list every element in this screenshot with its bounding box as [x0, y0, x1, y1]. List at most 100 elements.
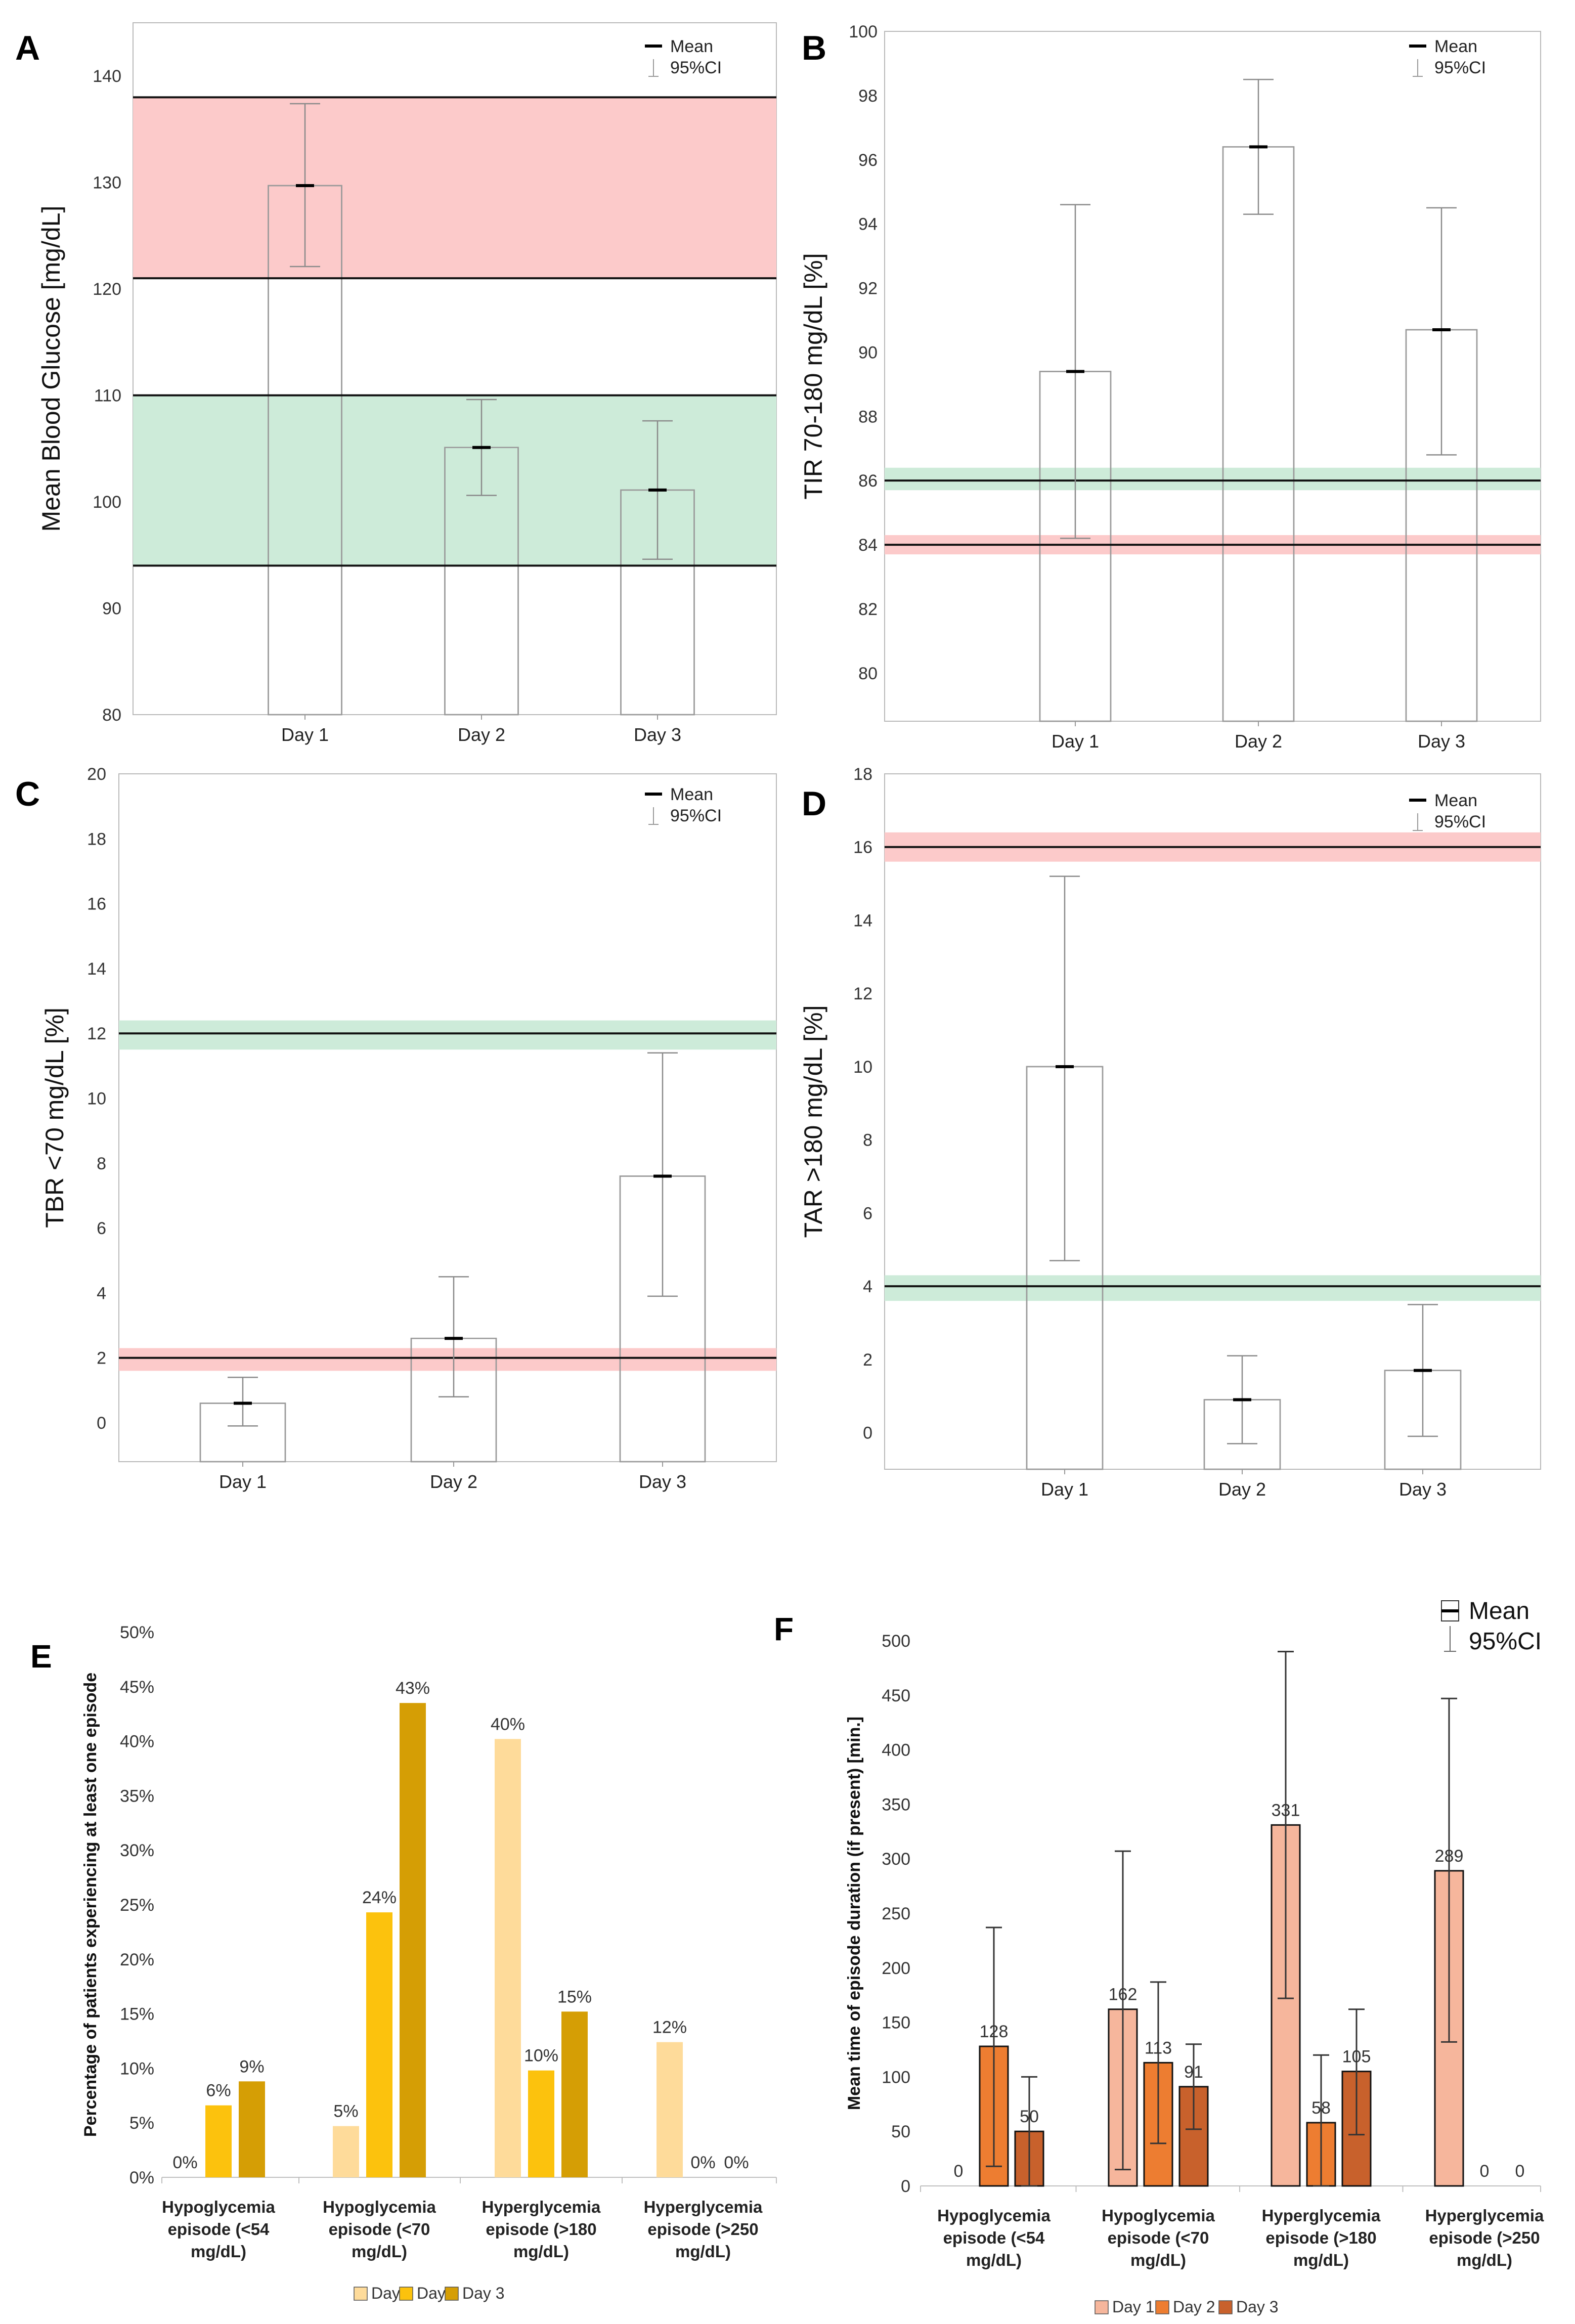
- data-label: 91: [1184, 2063, 1203, 2082]
- x-tick-label: Day 2: [458, 724, 505, 745]
- x-tick-label: Day 1: [281, 724, 329, 745]
- y-tick-label: 10: [87, 1089, 106, 1109]
- legend-swatch: [1218, 2300, 1233, 2314]
- y-tick-label: 130: [93, 173, 121, 193]
- x-category-label: episode (<54: [943, 2228, 1045, 2247]
- bar: [366, 1912, 392, 2177]
- panel-letter: D: [802, 784, 826, 823]
- panel-a: 80 90 100 110 120 130 140 Day 1 Day 2 Day 3 Mean B…: [15, 22, 777, 745]
- data-label: 0%: [690, 2153, 715, 2172]
- panel-letter: B: [802, 29, 826, 67]
- panel-b: 80 82 84 86 88 90 92 94 96 98 100 Day 1 Day 2 Day 3 TI…: [799, 22, 1541, 752]
- reference-band-overlay: [133, 97, 776, 278]
- y-tick-label: 80: [858, 664, 878, 683]
- x-category-label: episode (>180: [1265, 2228, 1376, 2247]
- legend-label: Day 3: [462, 2284, 505, 2302]
- y-tick-label: 96: [858, 151, 878, 170]
- x-category-label: Hyperglycemia: [644, 2198, 763, 2216]
- y-tick-label: 0: [863, 1424, 872, 1443]
- y-tick-label: 86: [858, 471, 878, 491]
- legend-mean-label: Mean: [1434, 791, 1477, 810]
- x-tick-label: Day 2: [430, 1471, 477, 1492]
- panel-letter: C: [15, 775, 40, 813]
- y-axis-label: Mean time of episode duration (if presen…: [845, 1717, 864, 2110]
- y-tick-label: 100: [849, 22, 878, 41]
- x-category-label: episode (<70: [329, 2220, 430, 2239]
- y-tick-label: 250: [882, 1904, 910, 1923]
- legend-label: Day 3: [1236, 2298, 1279, 2316]
- reference-band: [885, 1275, 1541, 1301]
- legend-ci-label: 95%CI: [670, 58, 722, 77]
- data-label: 0%: [724, 2153, 749, 2172]
- bar: [657, 2042, 683, 2177]
- reference-band: [119, 1348, 776, 1371]
- legend-mean-label: Mean: [1434, 37, 1477, 56]
- x-category-label: episode (<54: [168, 2220, 270, 2239]
- data-label: 12%: [652, 2018, 687, 2037]
- y-tick-label: 84: [858, 536, 878, 555]
- bar: [205, 2105, 232, 2177]
- y-tick-label: 80: [102, 706, 121, 725]
- legend-mean-label: Mean: [670, 785, 713, 804]
- bar: [1222, 146, 1295, 722]
- y-tick-label: 18: [87, 829, 106, 849]
- reference-band-overlay: [885, 1275, 1541, 1301]
- data-label: 105: [1342, 2047, 1371, 2067]
- y-tick-label: 50: [891, 2122, 910, 2141]
- reference-band: [133, 97, 776, 279]
- y-tick-label: 8: [863, 1131, 872, 1150]
- y-tick-label: 20%: [120, 1950, 154, 1969]
- x-tick-label: Day 2: [1235, 731, 1282, 752]
- y-tick-label: 16: [87, 895, 106, 914]
- x-category-label: mg/dL): [513, 2242, 569, 2261]
- y-tick-label: 14: [87, 959, 106, 979]
- x-category-label: Hyperglycemia: [482, 2198, 601, 2216]
- x-category-label: Hypoglycemia: [1102, 2206, 1215, 2225]
- y-tick-label: 8: [97, 1154, 106, 1173]
- bar: [495, 1739, 521, 2177]
- legend-mean-label: Mean: [670, 37, 713, 56]
- x-category-label: mg/dL): [1130, 2251, 1186, 2269]
- y-tick-label: 20: [87, 765, 106, 784]
- y-tick-label: 35%: [120, 1786, 154, 1806]
- data-label: 10%: [524, 2046, 558, 2066]
- plot-frame: [118, 773, 777, 1462]
- y-tick-label: 14: [853, 911, 872, 930]
- data-label: 24%: [362, 1888, 397, 1907]
- x-tick-label: Day 3: [634, 724, 681, 745]
- data-label: 58: [1311, 2098, 1331, 2118]
- data-label: 5%: [333, 2102, 358, 2121]
- x-category-label: mg/dL): [1293, 2251, 1349, 2269]
- y-tick-label: 4: [863, 1277, 872, 1296]
- panel-letter: A: [15, 29, 40, 67]
- data-label: 15%: [557, 1987, 592, 2006]
- x-tick-label: Day 1: [1041, 1479, 1088, 1500]
- data-label: 50: [1020, 2107, 1039, 2126]
- reference-band: [885, 467, 1541, 491]
- y-tick-label: 2: [863, 1350, 872, 1370]
- panel-d: 0 2 4 6 8 10 12 14 16 18 Day 1 Day 2 Day 3 TAR >180 m…: [799, 765, 1541, 1500]
- y-tick-label: 94: [858, 215, 878, 234]
- y-tick-label: 0: [901, 2177, 910, 2196]
- y-axis-label: TAR >180 mg/dL [%]: [799, 1005, 827, 1238]
- y-tick-label: 200: [882, 1959, 910, 1978]
- legend-ci-label: 95%CI: [670, 806, 722, 825]
- y-tick-label: 16: [853, 838, 872, 857]
- legend-swatch: [354, 2287, 368, 2301]
- y-tick-label: 120: [93, 280, 121, 299]
- x-category-label: Hypoglycemia: [323, 2198, 436, 2216]
- panel-c: 0 2 4 6 8 10 12 14 16 18 20 Day 1 Day 2 Day 3 TBR <70 …: [15, 765, 777, 1492]
- y-tick-label: 25%: [120, 1896, 154, 1915]
- y-tick-label: 2: [97, 1349, 106, 1368]
- y-tick-label: 10%: [120, 2059, 154, 2078]
- legend-ci-label: 95%CI: [1469, 1628, 1542, 1655]
- y-axis-label: TIR 70-180 mg/dL [%]: [799, 253, 827, 499]
- x-category-label: Hypoglycemia: [937, 2206, 1051, 2225]
- y-tick-label: 150: [882, 2013, 910, 2033]
- reference-band-overlay: [119, 1348, 776, 1371]
- data-label: 6%: [206, 2081, 231, 2100]
- y-tick-label: 100: [93, 493, 121, 512]
- x-tick-label: Day 3: [1399, 1479, 1447, 1500]
- x-tick-label: Day 3: [1418, 731, 1465, 752]
